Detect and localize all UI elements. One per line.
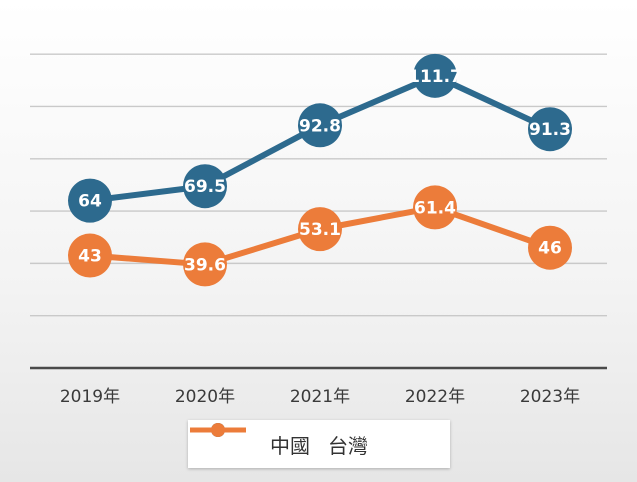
x-tick-label: 2020年 (175, 387, 235, 407)
x-tick-label: 2019年 (60, 387, 120, 407)
data-point-series-1 (183, 164, 227, 209)
x-tick-label: 2022年 (405, 387, 465, 407)
data-label-series-2: 61.4 (414, 198, 456, 218)
data-point-series-1 (528, 107, 572, 152)
data-point-series-2 (183, 242, 227, 287)
data-label-series-2: 46 (538, 239, 562, 259)
legend-item-series-2: 台灣 (190, 423, 368, 459)
data-point-series-2 (68, 233, 112, 278)
legend-label-series-1: 中國 (270, 433, 310, 458)
x-tick-label: 2021年 (290, 387, 350, 407)
data-point-series-1 (413, 53, 457, 98)
x-tick-label: 2023年 (520, 387, 580, 407)
data-point-series-2 (528, 225, 572, 270)
legend-label-series-2: 台灣 (328, 433, 368, 458)
data-point-series-2 (413, 185, 457, 230)
data-point-series-2 (298, 207, 342, 252)
data-label-series-2: 43 (78, 247, 102, 267)
data-label-series-1: 92.8 (299, 116, 341, 136)
data-point-series-1 (298, 103, 342, 148)
data-label-series-2: 39.6 (184, 255, 226, 275)
data-label-series-1: 91.3 (529, 120, 571, 140)
data-label-series-1: 69.5 (184, 177, 226, 197)
legend-item-series-1: 中國 (190, 423, 310, 459)
data-point-series-1 (68, 178, 112, 223)
chart-legend: 中國 台灣 (188, 420, 450, 468)
legend-marker-series-2 (190, 423, 246, 437)
data-label-series-2: 53.1 (299, 220, 341, 240)
data-label-series-1: 111.7 (408, 67, 462, 87)
data-label-series-1: 64 (78, 192, 102, 212)
